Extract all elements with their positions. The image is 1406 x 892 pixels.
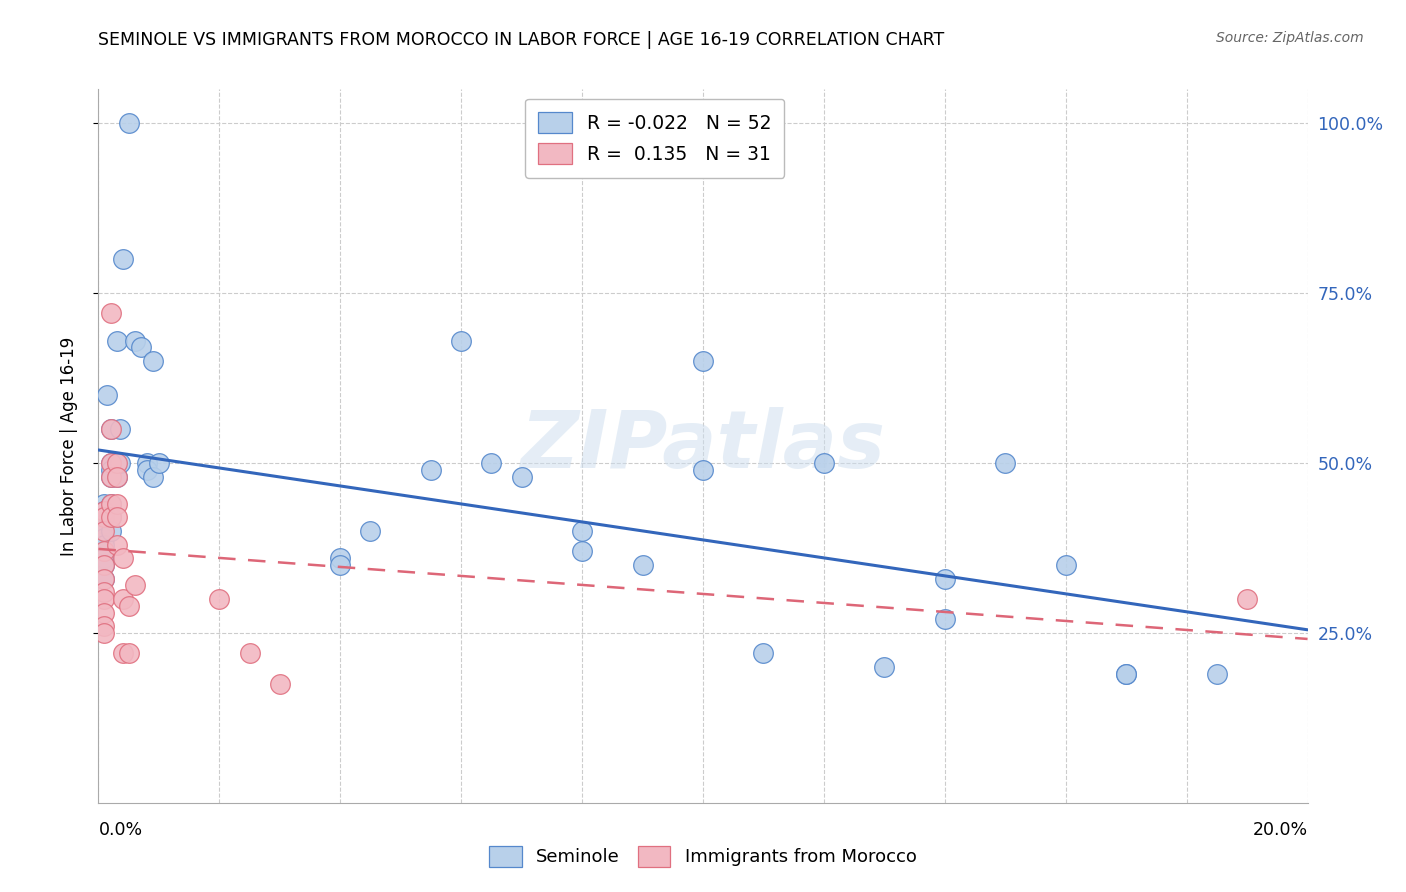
Point — [269, 677, 291, 691]
Point — [813, 456, 835, 470]
Point — [239, 646, 262, 660]
Point — [108, 422, 131, 436]
Point — [111, 252, 134, 266]
Y-axis label: In Labor Force | Age 16-19: In Labor Force | Age 16-19 — [59, 336, 77, 556]
Point — [1115, 666, 1137, 681]
Point — [100, 463, 122, 477]
Point — [93, 531, 115, 545]
Point — [93, 585, 115, 599]
Text: SEMINOLE VS IMMIGRANTS FROM MOROCCO IN LABOR FORCE | AGE 16-19 CORRELATION CHART: SEMINOLE VS IMMIGRANTS FROM MOROCCO IN L… — [98, 31, 945, 49]
Point — [93, 510, 115, 524]
Point — [93, 619, 115, 633]
Point — [100, 306, 122, 320]
Text: 20.0%: 20.0% — [1253, 821, 1308, 838]
Point — [93, 517, 115, 532]
Point — [105, 469, 128, 483]
Point — [100, 422, 122, 436]
Point — [100, 469, 122, 483]
Point — [1054, 558, 1077, 572]
Point — [105, 456, 128, 470]
Point — [510, 469, 533, 483]
Point — [329, 551, 352, 566]
Point — [1236, 591, 1258, 606]
Point — [93, 572, 115, 586]
Point — [93, 558, 115, 572]
Point — [93, 503, 115, 517]
Point — [93, 591, 115, 606]
Point — [129, 341, 152, 355]
Point — [105, 510, 128, 524]
Point — [111, 646, 134, 660]
Text: Source: ZipAtlas.com: Source: ZipAtlas.com — [1216, 31, 1364, 45]
Point — [100, 469, 122, 483]
Point — [93, 524, 115, 538]
Point — [100, 510, 122, 524]
Point — [100, 456, 122, 470]
Point — [93, 626, 115, 640]
Point — [994, 456, 1017, 470]
Point — [111, 551, 134, 566]
Point — [93, 544, 115, 558]
Point — [142, 469, 165, 483]
Point — [571, 524, 593, 538]
Point — [142, 354, 165, 368]
Point — [100, 497, 122, 511]
Point — [105, 537, 128, 551]
Point — [93, 537, 115, 551]
Point — [1115, 666, 1137, 681]
Point — [93, 606, 115, 620]
Point — [100, 524, 122, 538]
Text: ZIPatlas: ZIPatlas — [520, 407, 886, 485]
Point — [692, 463, 714, 477]
Point — [93, 551, 115, 566]
Point — [934, 612, 956, 626]
Point — [93, 572, 115, 586]
Legend: R = -0.022   N = 52, R =  0.135   N = 31: R = -0.022 N = 52, R = 0.135 N = 31 — [524, 99, 785, 178]
Point — [135, 463, 157, 477]
Point — [148, 456, 170, 470]
Point — [124, 578, 146, 592]
Point — [100, 422, 122, 436]
Point — [420, 463, 443, 477]
Point — [105, 456, 128, 470]
Point — [481, 456, 503, 470]
Point — [118, 646, 141, 660]
Point — [329, 558, 352, 572]
Point — [135, 456, 157, 470]
Point — [100, 456, 122, 470]
Point — [118, 116, 141, 130]
Point — [93, 497, 115, 511]
Point — [108, 456, 131, 470]
Point — [692, 354, 714, 368]
Point — [1206, 666, 1229, 681]
Point — [105, 469, 128, 483]
Point — [118, 599, 141, 613]
Point — [124, 334, 146, 348]
Point — [360, 524, 382, 538]
Point — [631, 558, 654, 572]
Point — [93, 503, 115, 517]
Point — [100, 510, 122, 524]
Text: 0.0%: 0.0% — [98, 821, 142, 838]
Point — [100, 497, 122, 511]
Point — [873, 660, 896, 674]
Point — [111, 591, 134, 606]
Point — [208, 591, 231, 606]
Point — [93, 510, 115, 524]
Point — [571, 544, 593, 558]
Point — [752, 646, 775, 660]
Point — [93, 558, 115, 572]
Point — [450, 334, 472, 348]
Point — [96, 388, 118, 402]
Point — [105, 334, 128, 348]
Legend: Seminole, Immigrants from Morocco: Seminole, Immigrants from Morocco — [482, 838, 924, 874]
Point — [105, 497, 128, 511]
Point — [934, 572, 956, 586]
